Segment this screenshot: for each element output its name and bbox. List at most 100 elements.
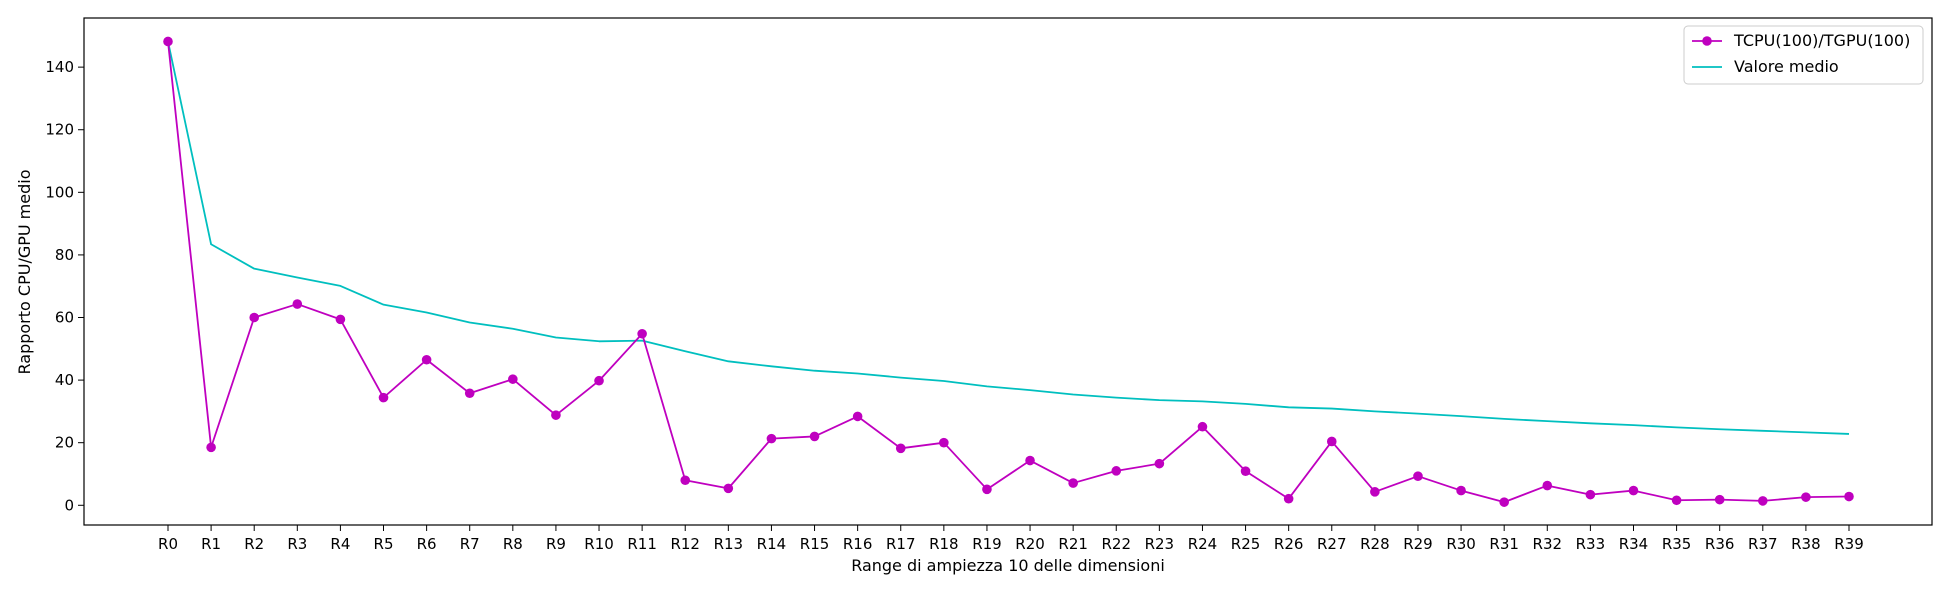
data-point-tcpu [895, 443, 906, 454]
legend-label-mean: Valore medio [1734, 57, 1839, 76]
x-tick-label: R20 [1015, 535, 1045, 553]
legend-marker-tcpu [1702, 36, 1712, 46]
data-point-tcpu [249, 312, 260, 323]
x-tick-label: R13 [714, 535, 744, 553]
x-axis-label: Range di ampiezza 10 delle dimensioni [851, 556, 1165, 575]
series-line-mean [167, 41, 1850, 435]
data-point-tcpu [163, 36, 173, 47]
data-point-tcpu [1413, 471, 1423, 481]
x-tick-label: R4 [330, 535, 350, 553]
x-tick-label: R17 [886, 535, 916, 553]
x-tick-label: R14 [757, 535, 787, 553]
x-tick-label: R12 [670, 535, 700, 553]
x-tick-label: R16 [843, 535, 873, 553]
data-point-tcpu [335, 314, 346, 325]
data-point-tcpu [1456, 485, 1466, 496]
data-point-tcpu [1154, 458, 1165, 469]
x-tick-label: R32 [1533, 535, 1563, 553]
x-tick-label: R25 [1231, 535, 1261, 553]
x-tick-label: R39 [1834, 535, 1864, 553]
data-point-tcpu [421, 354, 432, 365]
x-tick-label: R19 [972, 535, 1002, 553]
data-point-tcpu [1068, 478, 1078, 488]
data-point-tcpu [464, 388, 475, 399]
data-point-tcpu [723, 483, 734, 494]
data-point-tcpu [1111, 466, 1122, 476]
y-tick-label: 0 [64, 496, 74, 514]
y-tick-label: 20 [55, 434, 74, 452]
data-point-tcpu [852, 411, 863, 422]
x-tick-label: R18 [929, 535, 959, 553]
x-tick-label: R26 [1274, 535, 1304, 553]
x-tick-label: R5 [374, 535, 394, 553]
data-point-tcpu [1671, 495, 1682, 506]
x-tick-label: R7 [460, 535, 480, 553]
x-tick-label: R10 [584, 535, 614, 553]
data-point-tcpu [939, 437, 949, 448]
x-tick-label: R33 [1576, 535, 1606, 553]
data-point-tcpu [1240, 466, 1251, 476]
plot-area [83, 17, 1933, 526]
series-line-tcpu [167, 41, 1850, 504]
x-tick-label: R24 [1188, 535, 1218, 553]
y-tick-label: 120 [45, 121, 74, 139]
series-layer [163, 36, 1854, 507]
x-tick-label: R8 [503, 535, 523, 553]
data-point-tcpu [1499, 497, 1509, 507]
legend-label-tcpu: TCPU(100)/TGPU(100) [1733, 31, 1910, 50]
data-point-tcpu [378, 392, 389, 403]
x-axis-ticks: R0 R1 R2 R3 R4 R5 R6 R7 R8 R9 R10 R11 R12 R13 R14 R15 R1… [158, 525, 1864, 553]
x-tick-label: R35 [1662, 535, 1692, 553]
x-tick-label: R38 [1791, 535, 1821, 553]
x-tick-label: R28 [1360, 535, 1390, 553]
data-point-tcpu [1628, 485, 1639, 496]
x-tick-label: R15 [800, 535, 830, 553]
data-point-tcpu [1283, 493, 1294, 504]
x-tick-label: R37 [1748, 535, 1778, 553]
data-point-tcpu [594, 375, 604, 386]
y-tick-label: 40 [55, 371, 74, 389]
y-tick-label: 60 [55, 309, 74, 327]
data-point-tcpu [508, 374, 518, 384]
x-tick-label: R6 [417, 535, 437, 553]
x-tick-label: R3 [287, 535, 307, 553]
y-axis-label: Rapporto CPU/GPU medio [15, 170, 34, 375]
data-point-tcpu [1844, 491, 1854, 502]
x-tick-label: R23 [1145, 535, 1175, 553]
data-point-tcpu [766, 433, 777, 444]
x-tick-label: R31 [1489, 535, 1519, 553]
x-tick-label: R36 [1705, 535, 1735, 553]
x-tick-label: R9 [546, 535, 566, 553]
x-tick-label: R30 [1446, 535, 1476, 553]
x-tick-label: R2 [244, 535, 264, 553]
data-point-tcpu [292, 299, 303, 309]
data-point-tcpu [1370, 487, 1380, 497]
data-point-tcpu [982, 484, 992, 495]
x-tick-label: R34 [1619, 535, 1649, 553]
y-tick-label: 100 [45, 183, 74, 201]
data-point-tcpu [1542, 480, 1553, 491]
data-point-tcpu [1025, 455, 1035, 466]
x-tick-label: R0 [158, 535, 178, 553]
x-tick-label: R1 [201, 535, 221, 553]
legend: TCPU(100)/TGPU(100) Valore medio [1683, 25, 1924, 85]
x-tick-label: R27 [1317, 535, 1347, 553]
x-tick-label: R21 [1058, 535, 1088, 553]
data-point-tcpu [1714, 494, 1725, 505]
legend-box [1683, 25, 1924, 85]
y-axis-ticks: 0 20 40 60 80 100 120 140 [45, 58, 84, 514]
data-point-tcpu [1757, 496, 1768, 506]
data-point-tcpu [680, 475, 691, 486]
y-tick-label: 80 [55, 246, 74, 264]
y-tick-label: 140 [45, 58, 74, 76]
data-point-tcpu [1801, 492, 1811, 502]
data-point-tcpu [1326, 436, 1337, 447]
x-tick-label: R11 [627, 535, 657, 553]
data-point-tcpu [1585, 489, 1596, 500]
data-point-tcpu [809, 431, 820, 442]
data-point-tcpu [1197, 421, 1208, 432]
x-tick-label: R22 [1101, 535, 1131, 553]
data-point-tcpu [206, 442, 216, 453]
x-tick-label: R29 [1403, 535, 1433, 553]
